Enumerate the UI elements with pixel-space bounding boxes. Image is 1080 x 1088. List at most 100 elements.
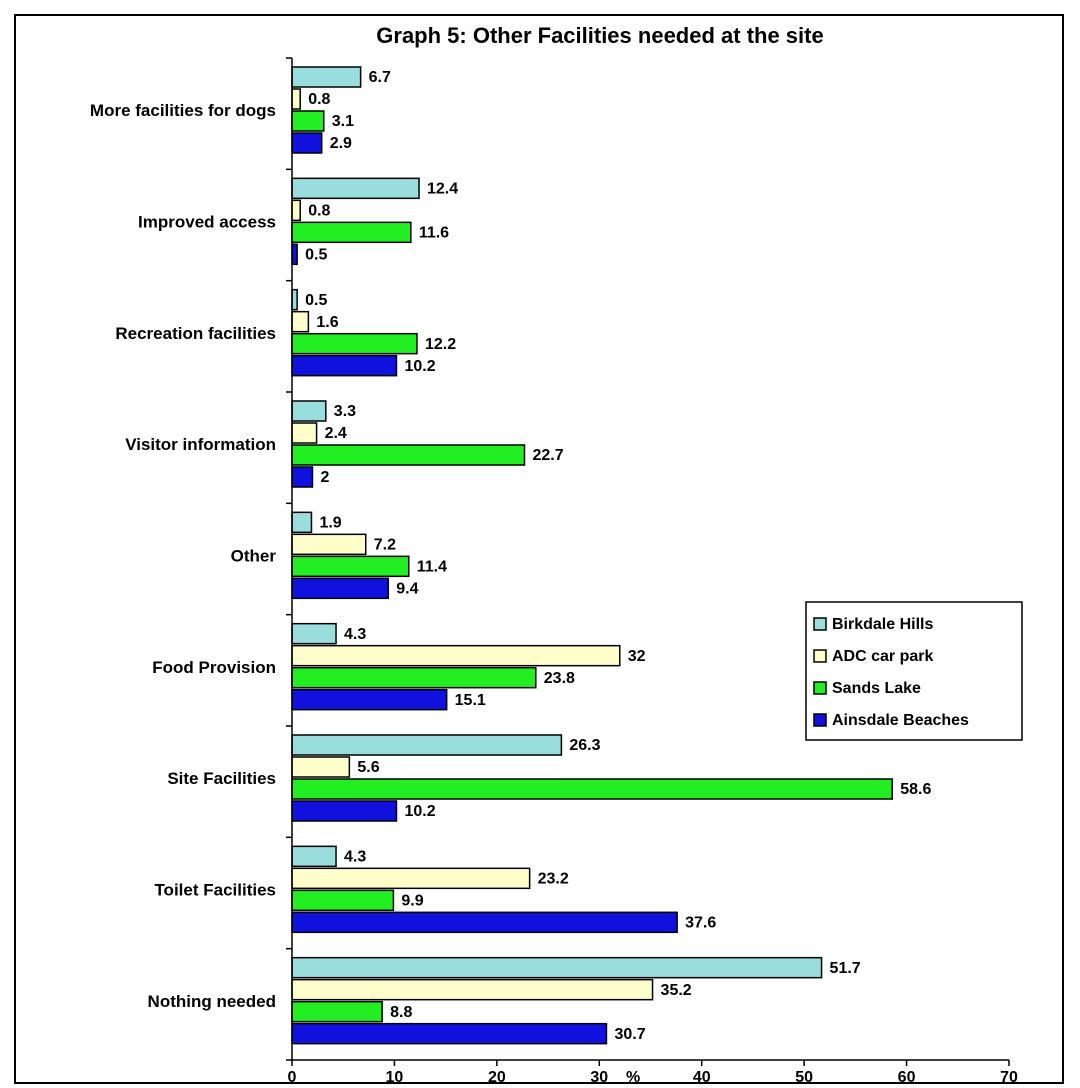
bar	[291, 956, 823, 979]
bar	[291, 466, 314, 488]
data-label: 10.2	[404, 358, 435, 375]
data-label: 11.6	[419, 225, 449, 242]
x-tick-label: 10	[386, 1069, 404, 1086]
data-label: 2.9	[330, 135, 352, 152]
data-label: 1.9	[319, 515, 341, 532]
data-label: 8.8	[390, 1004, 412, 1021]
data-label: 0.8	[308, 91, 330, 108]
data-label: 15.1	[455, 692, 486, 709]
data-label: 1.6	[316, 314, 338, 331]
data-label: 23.2	[538, 871, 569, 888]
legend-label: ADC car park	[832, 648, 933, 665]
bar	[291, 332, 418, 355]
bar	[291, 132, 323, 154]
bar	[291, 644, 621, 667]
data-label: 3.1	[332, 113, 354, 130]
bar	[291, 422, 318, 444]
data-label: 26.3	[569, 737, 600, 754]
category-label: Toilet Facilities	[154, 880, 276, 899]
data-label: 5.6	[357, 759, 379, 776]
bar	[291, 1022, 608, 1045]
data-label: 0.5	[305, 247, 327, 264]
data-label: 58.6	[900, 781, 931, 798]
x-tick-label: 40	[693, 1069, 711, 1086]
x-tick-label: 30	[590, 1069, 608, 1086]
bar	[291, 978, 654, 1001]
data-label: 4.3	[344, 626, 366, 643]
axes-group: More facilities for dogs Improved access R…	[90, 57, 1018, 1086]
data-label: 10.2	[404, 803, 435, 820]
data-label: 22.7	[533, 447, 564, 464]
bar	[291, 800, 398, 822]
data-label: 2.4	[325, 425, 347, 442]
data-label: 30.7	[614, 1026, 645, 1043]
data-label: 32	[628, 648, 646, 665]
category-label: Recreation facilities	[115, 324, 276, 343]
bar	[291, 66, 362, 88]
legend-swatch	[813, 681, 827, 695]
legend-swatch	[813, 649, 827, 663]
x-tick-label: 0	[288, 1069, 297, 1086]
category-label: Other	[231, 546, 277, 565]
bar	[291, 444, 526, 466]
bar	[291, 911, 678, 934]
bar	[291, 221, 412, 244]
bar	[291, 511, 313, 534]
data-label: 9.9	[401, 893, 423, 910]
x-tick-label: 60	[898, 1069, 916, 1086]
data-label: 51.7	[830, 960, 861, 977]
bar	[291, 845, 337, 868]
category-label: Site Facilities	[167, 769, 276, 788]
bar	[291, 889, 395, 912]
data-label: 35.2	[661, 982, 692, 999]
bar	[291, 688, 448, 711]
bar	[291, 622, 337, 645]
bar	[291, 288, 298, 311]
bar	[291, 110, 325, 132]
category-label: More facilities for dogs	[90, 101, 276, 120]
bar	[291, 88, 301, 110]
bar	[291, 756, 351, 778]
data-label: 7.2	[374, 537, 396, 554]
bar	[291, 243, 298, 266]
bar	[291, 778, 893, 800]
legend-swatch	[813, 713, 827, 727]
bar	[291, 533, 367, 556]
bar	[291, 555, 410, 578]
bar	[291, 734, 563, 756]
x-tick-label: 50	[795, 1069, 813, 1086]
data-label: 2	[320, 469, 329, 486]
chart-title: Graph 5: Other Facilities needed at the …	[376, 23, 823, 48]
data-label: 0.8	[308, 203, 330, 220]
chart-frame	[14, 14, 1064, 1084]
x-axis-label: %	[626, 1069, 640, 1086]
category-label: Improved access	[138, 212, 276, 231]
legend-label: Birkdale Hills	[832, 616, 933, 633]
category-label: Nothing needed	[148, 992, 276, 1011]
bar	[291, 666, 537, 689]
data-label: 37.6	[685, 915, 716, 932]
legend: Birkdale Hills ADC car park Sands Lake Ains…	[805, 601, 1023, 741]
data-label: 12.2	[425, 336, 456, 353]
bars-group: 6.70.83.12.912.40.811.60.50.51.612.210.2…	[291, 66, 931, 1045]
legend-label: Sands Lake	[832, 680, 921, 697]
bar	[291, 867, 531, 890]
data-label: 3.3	[334, 403, 356, 420]
legend-label: Ainsdale Beaches	[832, 712, 969, 729]
bar	[291, 400, 327, 422]
legend-swatch	[813, 617, 827, 631]
data-label: 0.5	[305, 292, 327, 309]
legend-box	[805, 601, 1023, 741]
data-label: 9.4	[396, 581, 418, 598]
bar	[291, 354, 398, 377]
data-label: 6.7	[369, 69, 391, 86]
bar	[291, 1000, 383, 1023]
bar	[291, 310, 310, 333]
x-tick-label: 70	[1000, 1069, 1018, 1086]
bar	[291, 199, 301, 222]
data-label: 23.8	[544, 670, 575, 687]
bar	[291, 177, 420, 200]
category-label: Food Provision	[152, 658, 276, 677]
data-label: 4.3	[344, 849, 366, 866]
